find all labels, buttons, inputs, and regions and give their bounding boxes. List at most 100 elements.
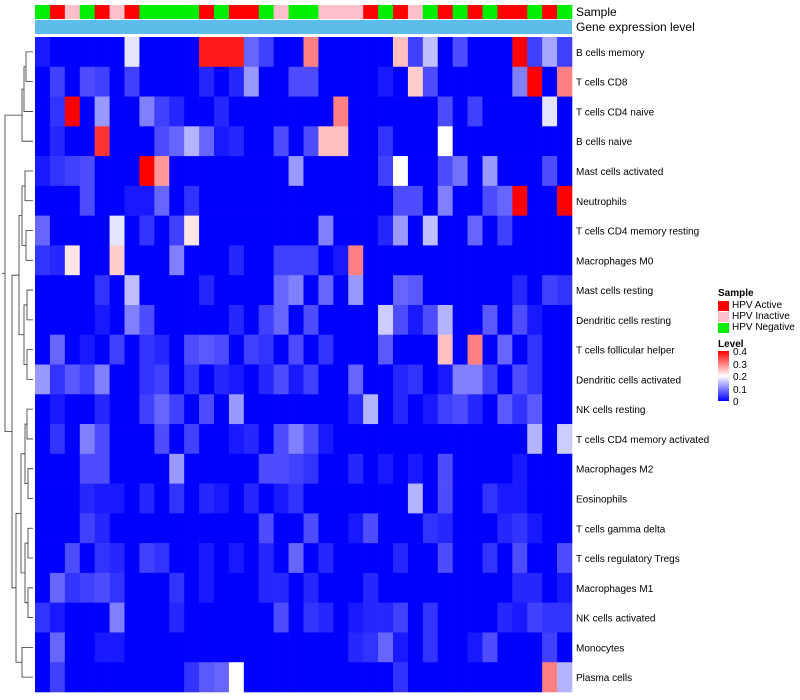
heatmap-cell-r15-c24 bbox=[393, 483, 409, 514]
heatmap-cell-r8-c31 bbox=[497, 275, 513, 306]
heatmap-cell-r7-c23 bbox=[378, 245, 394, 276]
heatmap-cell-r8-c33 bbox=[527, 275, 543, 306]
heatmap-cell-r1-c32 bbox=[512, 66, 528, 97]
heatmap-cell-r20-c6 bbox=[124, 632, 140, 663]
heatmap-cell-r14-c22 bbox=[363, 453, 379, 484]
heatmap-cell-r2-c7 bbox=[139, 96, 155, 127]
heatmap-cell-r13-c11 bbox=[199, 424, 215, 455]
heatmap-cell-r16-c2 bbox=[64, 513, 81, 544]
heatmap-cell-r15-c0 bbox=[35, 483, 51, 514]
heatmap-cell-r20-c7 bbox=[139, 632, 155, 663]
heatmap-cell-r17-c28 bbox=[452, 543, 468, 574]
heatmap-cell-r16-c19 bbox=[318, 513, 334, 544]
heatmap-cell-r19-c4 bbox=[94, 602, 110, 633]
level-tick-0.2: 0.2 bbox=[733, 372, 747, 383]
heatmap-cell-r7-c15 bbox=[258, 245, 274, 276]
heatmap-cell-r5-c21 bbox=[348, 185, 364, 216]
heatmap-cell-r18-c3 bbox=[79, 572, 95, 603]
heatmap-cell-r5-c15 bbox=[258, 185, 274, 216]
heatmap-cell-r13-c3 bbox=[79, 424, 95, 455]
heatmap-cell-r13-c2 bbox=[64, 424, 81, 455]
heatmap-cell-r2-c31 bbox=[497, 96, 513, 127]
heatmap-cell-r5-c9 bbox=[169, 185, 185, 216]
sample-annotation-cell-9-hpv-negative bbox=[169, 5, 185, 19]
heatmap-cell-r19-c32 bbox=[512, 602, 528, 633]
heatmap-cell-r4-c12 bbox=[214, 156, 230, 187]
heatmap-cell-r0-c21 bbox=[348, 37, 364, 68]
row-label-7: Macrophages M0 bbox=[576, 256, 654, 267]
heatmap-cell-r3-c26 bbox=[422, 126, 439, 157]
heatmap-cell-r17-c2 bbox=[64, 543, 81, 574]
heatmap-cell-r7-c3 bbox=[79, 245, 95, 276]
heatmap-cell-r0-c16 bbox=[273, 37, 289, 68]
heatmap-cell-r5-c31 bbox=[497, 185, 513, 216]
heatmap-cell-r1-c0 bbox=[35, 66, 51, 97]
sample-annotation-cell-22-hpv-active bbox=[363, 5, 379, 19]
heatmap-cell-r3-c14 bbox=[243, 126, 260, 157]
level-tick-0.3: 0.3 bbox=[733, 360, 747, 371]
heatmap-cell-r2-c10 bbox=[184, 96, 200, 127]
heatmap-cell-r17-c27 bbox=[437, 543, 453, 574]
heatmap-cell-r8-c9 bbox=[169, 275, 185, 306]
heatmap-cell-r8-c16 bbox=[273, 275, 289, 306]
heatmap-cell-r1-c3 bbox=[79, 66, 95, 97]
heatmap-cell-r18-c30 bbox=[482, 572, 498, 603]
heatmap-cell-r8-c23 bbox=[378, 275, 394, 306]
heatmap-cell-r0-c4 bbox=[94, 37, 110, 68]
heatmap-cell-r0-c13 bbox=[228, 37, 245, 68]
heatmap-cell-r2-c11 bbox=[199, 96, 215, 127]
heatmap-cell-r4-c27 bbox=[437, 156, 453, 187]
heatmap-cell-r13-c24 bbox=[393, 424, 409, 455]
heatmap-cell-r7-c26 bbox=[422, 245, 439, 276]
heatmap-cell-r21-c0 bbox=[35, 662, 51, 693]
heatmap-cell-r18-c2 bbox=[64, 572, 81, 603]
heatmap-cell-r13-c16 bbox=[273, 424, 289, 455]
heatmap-cell-r4-c3 bbox=[79, 156, 95, 187]
heatmap-cell-r13-c4 bbox=[94, 424, 110, 455]
heatmap-cell-r20-c26 bbox=[422, 632, 439, 663]
heatmap-cell-r11-c14 bbox=[243, 364, 260, 395]
heatmap-cell-r7-c21 bbox=[348, 245, 364, 276]
heatmap-cell-r6-c34 bbox=[542, 215, 558, 246]
heatmap-cell-r15-c3 bbox=[79, 483, 95, 514]
heatmap-cell-r8-c30 bbox=[482, 275, 498, 306]
heatmap-cell-r1-c23 bbox=[378, 66, 394, 97]
heatmap-cell-r13-c1 bbox=[49, 424, 66, 455]
heatmap-cell-r15-c17 bbox=[288, 483, 304, 514]
heatmap-cell-r21-c3 bbox=[79, 662, 95, 693]
heatmap-cell-r19-c9 bbox=[169, 602, 185, 633]
heatmap-cell-r19-c26 bbox=[422, 602, 439, 633]
heatmap-cell-r7-c4 bbox=[94, 245, 110, 276]
heatmap-cell-r10-c24 bbox=[393, 334, 409, 365]
heatmap-cell-r17-c22 bbox=[363, 543, 379, 574]
heatmap-cell-r20-c5 bbox=[109, 632, 125, 663]
heatmap-cell-r8-c1 bbox=[49, 275, 66, 306]
heatmap-cell-r21-c15 bbox=[258, 662, 274, 693]
heatmap-cell-r3-c15 bbox=[258, 126, 274, 157]
heatmap-cell-r10-c8 bbox=[154, 334, 170, 365]
heatmap-cell-r15-c7 bbox=[139, 483, 155, 514]
dendrogram-branch-19 bbox=[11, 274, 19, 589]
heatmap-cell-r21-c5 bbox=[109, 662, 125, 693]
heatmap-cell-r7-c30 bbox=[482, 245, 498, 276]
row-label-0: B cells memory bbox=[576, 48, 644, 59]
sample-annotation-cell-21-hpv-inactive bbox=[348, 5, 364, 19]
row-label-10: T cells follicular helper bbox=[576, 346, 675, 357]
heatmap-cell-r19-c2 bbox=[64, 602, 81, 633]
hpv-active-label: HPV Active bbox=[732, 300, 783, 311]
heatmap-cell-r18-c26 bbox=[422, 572, 439, 603]
heatmap-cell-r19-c15 bbox=[258, 602, 274, 633]
heatmap-cell-r12-c8 bbox=[154, 394, 170, 425]
heatmap-cell-r3-c34 bbox=[542, 126, 558, 157]
heatmap-cell-r8-c5 bbox=[109, 275, 125, 306]
heatmap-cell-r16-c26 bbox=[422, 513, 439, 544]
heatmap-cell-r21-c28 bbox=[452, 662, 468, 693]
heatmap-cell-r7-c27 bbox=[437, 245, 453, 276]
sample-annotation-cell-32-hpv-active bbox=[512, 5, 528, 19]
heatmap-cell-r4-c21 bbox=[348, 156, 364, 187]
heatmap-cell-r5-c29 bbox=[467, 185, 483, 216]
heatmap-cell-r12-c23 bbox=[378, 394, 394, 425]
heatmap-cell-r12-c1 bbox=[49, 394, 66, 425]
heatmap-cell-r8-c0 bbox=[35, 275, 51, 306]
sample-annotation-cell-20-hpv-inactive bbox=[333, 5, 349, 19]
